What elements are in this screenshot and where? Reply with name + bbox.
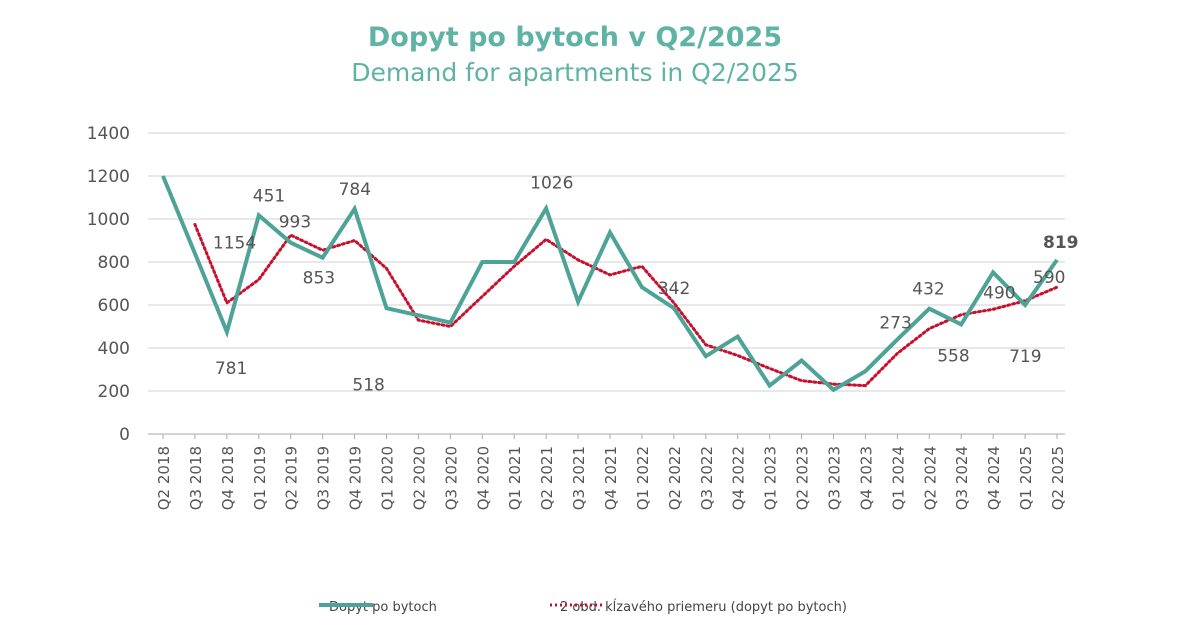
y-tick-label: 1400	[87, 124, 130, 144]
data-label: 819	[1043, 233, 1079, 253]
x-tick-label: Q3 2024	[953, 446, 971, 510]
legend-label-trend: 2 obd. kĺzavého priemeru (dopyt po bytoc…	[560, 600, 847, 615]
x-tick-label: Q3 2018	[187, 446, 205, 510]
x-tick-label: Q3 2020	[442, 446, 460, 510]
x-tick-label: Q2 2019	[283, 446, 301, 510]
data-label: 993	[279, 213, 311, 233]
x-tick-label: Q2 2024	[921, 446, 939, 510]
moving-average-line	[193, 222, 1059, 388]
legend-item-trend: 2 obd. kĺzavého priemeru (dopyt po bytoc…	[548, 600, 847, 615]
data-label: 273	[879, 313, 911, 333]
data-label: 558	[937, 346, 969, 366]
series-lines	[161, 175, 1059, 393]
x-tick-label: Q2 2022	[666, 446, 684, 510]
x-tick-label: Q3 2022	[698, 446, 716, 510]
chart-title: Dopyt po bytoch v Q2/2025	[367, 22, 783, 53]
chart-subtitle: Demand for apartments in Q2/2025	[351, 58, 799, 87]
data-label: 342	[658, 279, 690, 299]
data-label: 781	[215, 359, 247, 379]
x-tick-label: Q3 2019	[315, 446, 333, 510]
x-tick-label: Q4 2019	[347, 446, 365, 510]
demand-line	[161, 175, 1059, 393]
x-tick-label: Q4 2024	[985, 446, 1003, 510]
data-label: 432	[912, 280, 944, 300]
x-tick-label: Q1 2025	[1017, 446, 1035, 510]
x-tick-label: Q1 2020	[379, 446, 397, 510]
x-tick-label: Q2 2018	[155, 446, 173, 510]
legend-line-icon	[319, 603, 373, 607]
y-axis-ticks: 0 200 400 600 800 1000 1200 1400	[87, 124, 130, 445]
x-tick-label: Q1 2023	[762, 446, 780, 510]
x-tick-label: Q1 2022	[634, 446, 652, 510]
x-tick-label: Q2 2021	[538, 446, 556, 510]
x-tick-label: Q1 2019	[251, 446, 269, 510]
gridlines	[148, 132, 1065, 435]
data-label: 518	[352, 375, 384, 395]
x-tick-label: Q3 2021	[570, 446, 588, 510]
x-axis-ticks: Q2 2018 Q3 2018 Q4 2018 Q1 2019 Q2 2019 Q3 20…	[155, 434, 1067, 510]
x-tick-label: Q1 2021	[506, 446, 524, 510]
y-tick-label: 600	[98, 296, 130, 316]
x-tick-label: Q4 2022	[730, 446, 748, 510]
x-tick-label: Q4 2020	[474, 446, 492, 510]
x-tick-label: Q1 2024	[889, 446, 907, 510]
x-tick-label: Q2 2020	[410, 446, 428, 510]
y-tick-label: 400	[98, 339, 130, 359]
y-tick-label: 0	[119, 425, 130, 445]
x-tick-label: Q4 2023	[857, 446, 875, 510]
x-tick-label: Q4 2018	[219, 446, 237, 510]
x-tick-label: Q2 2025	[1049, 446, 1067, 510]
data-label: 719	[1009, 347, 1041, 367]
legend-dotted-line-icon	[550, 603, 604, 607]
data-label: 1026	[530, 173, 573, 193]
data-label: 451	[253, 186, 285, 206]
y-tick-label: 1200	[87, 167, 130, 187]
y-tick-label: 800	[98, 253, 130, 273]
x-tick-label: Q4 2021	[602, 446, 620, 510]
x-tick-label: Q2 2023	[794, 446, 812, 510]
y-tick-label: 1000	[87, 210, 130, 230]
x-tick-label: Q3 2023	[826, 446, 844, 510]
legend-item-series: Dopyt po bytoch	[317, 600, 437, 615]
data-label: 784	[339, 180, 371, 200]
data-label: 1154	[213, 233, 256, 253]
data-label: 853	[303, 269, 335, 289]
y-tick-label: 200	[98, 382, 130, 402]
data-label: 490	[983, 283, 1015, 303]
data-label: 590	[1033, 268, 1065, 288]
